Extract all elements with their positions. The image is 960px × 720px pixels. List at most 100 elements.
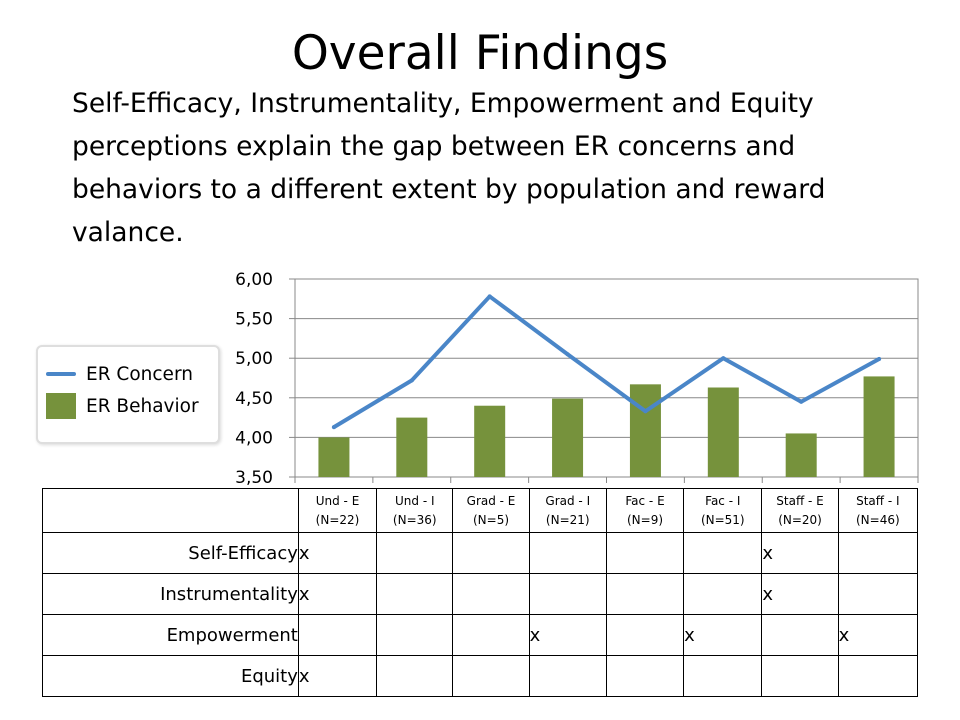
column-group: Fac - I [705, 493, 741, 508]
line-point [721, 356, 726, 361]
table-row: Self-Efficacy x x [42, 532, 919, 574]
table-cell [528, 573, 607, 615]
table-cell: x [528, 614, 607, 656]
table-header-row: Und - E (N=22) Und - I (N=36) Grad - E (N=5… [42, 488, 919, 533]
column-n: (N=21) [545, 512, 590, 527]
table-cell [761, 655, 839, 697]
table-row: Equity x [42, 655, 919, 697]
row-label: Instrumentality [42, 573, 299, 615]
column-group: Und - I [395, 493, 435, 508]
chart-legend: ER Concern ER Behavior [36, 345, 220, 444]
table-cell [376, 614, 454, 656]
table-cell: x [837, 614, 919, 656]
table-cell: x [297, 532, 378, 574]
line-point [565, 352, 570, 357]
column-header: Grad - E (N=5) [452, 488, 530, 533]
slide-title: Overall Findings [291, 26, 669, 81]
line-point [799, 399, 804, 404]
table-cell [605, 573, 685, 615]
legend-label-concern: ER Concern [86, 363, 193, 385]
column-group: Grad - E [466, 493, 516, 508]
column-n: (N=5) [473, 512, 510, 527]
table-cell [452, 532, 530, 574]
table-cell: x [761, 573, 839, 615]
column-group: Staff - I [856, 493, 900, 508]
bar [396, 417, 428, 477]
legend-line-swatch [46, 372, 76, 376]
table-cell [452, 614, 530, 656]
legend-item-behavior: ER Behavior [46, 393, 199, 419]
bar [863, 376, 895, 477]
line-point [331, 425, 336, 430]
table-cell [683, 532, 763, 574]
column-group: Grad - I [545, 493, 591, 508]
table-cell [376, 532, 454, 574]
column-header: Staff - E (N=20) [761, 488, 839, 533]
y-tick-label: 6,00 [235, 270, 273, 290]
table-cell [605, 614, 685, 656]
line-point [877, 356, 882, 361]
y-tick-label: 3,50 [235, 468, 273, 488]
table-cell [452, 655, 530, 697]
row-label: Empowerment [42, 614, 299, 656]
column-n: (N=46) [855, 512, 900, 527]
table-cell [837, 655, 919, 697]
y-tick-label: 4,00 [235, 428, 273, 448]
table-cell [683, 573, 763, 615]
legend-item-concern: ER Concern [46, 361, 193, 387]
y-tick-label: 5,00 [235, 349, 273, 369]
line-point [643, 409, 648, 414]
table-cell: x [761, 532, 839, 574]
slide-subtitle: Self-Efficacy, Instrumentality, Empowerm… [72, 88, 826, 248]
column-n: (N=20) [778, 512, 822, 527]
table-cell: x [683, 614, 763, 656]
column-header: Und - I (N=36) [376, 488, 454, 533]
table-corner-cell [42, 488, 299, 533]
bar [318, 437, 350, 477]
table-cell [452, 573, 530, 615]
table-cell [837, 573, 919, 615]
table-cell [837, 532, 919, 574]
row-label: Self-Efficacy [42, 532, 299, 574]
table-cell [761, 614, 839, 656]
line-point [409, 378, 414, 383]
table-cell [528, 532, 607, 574]
column-group: Und - E [315, 493, 360, 508]
table-row: Empowerment x x x [42, 614, 919, 656]
plot-area-frame [294, 278, 919, 478]
bar [474, 405, 506, 477]
bar [785, 433, 817, 477]
bar [707, 387, 739, 477]
bar [629, 384, 661, 477]
table-cell [376, 655, 454, 697]
table-cell [683, 655, 763, 697]
column-header: Grad - I (N=21) [528, 488, 607, 533]
table-cell: x [297, 655, 378, 697]
column-header: Staff - I (N=46) [837, 488, 919, 533]
table-cell [605, 655, 685, 697]
table-cell [297, 614, 378, 656]
column-header: Fac - I (N=51) [683, 488, 763, 533]
y-tick-label: 5,50 [235, 310, 273, 330]
line-point [487, 294, 492, 299]
column-n: (N=36) [392, 512, 437, 527]
legend-bar-swatch [46, 393, 76, 419]
findings-table: Und - E (N=22) Und - I (N=36) Grad - E (N=5… [42, 488, 919, 697]
legend-label-behavior: ER Behavior [86, 395, 199, 417]
table-cell [376, 573, 454, 615]
column-header: Und - E (N=22) [297, 488, 378, 533]
table-cell [528, 655, 607, 697]
table-cell [605, 532, 685, 574]
column-n: (N=51) [700, 512, 745, 527]
line-series-concern [331, 294, 882, 430]
column-group: Fac - E [625, 493, 665, 508]
row-label: Equity [42, 655, 299, 697]
table-row: Instrumentality x x [42, 573, 919, 615]
column-header: Fac - E (N=9) [605, 488, 685, 533]
y-tick-label: 4,50 [235, 389, 273, 409]
column-n: (N=22) [315, 512, 360, 527]
bar [552, 398, 584, 477]
column-n: (N=9) [627, 512, 664, 527]
column-group: Staff - E [776, 493, 824, 508]
